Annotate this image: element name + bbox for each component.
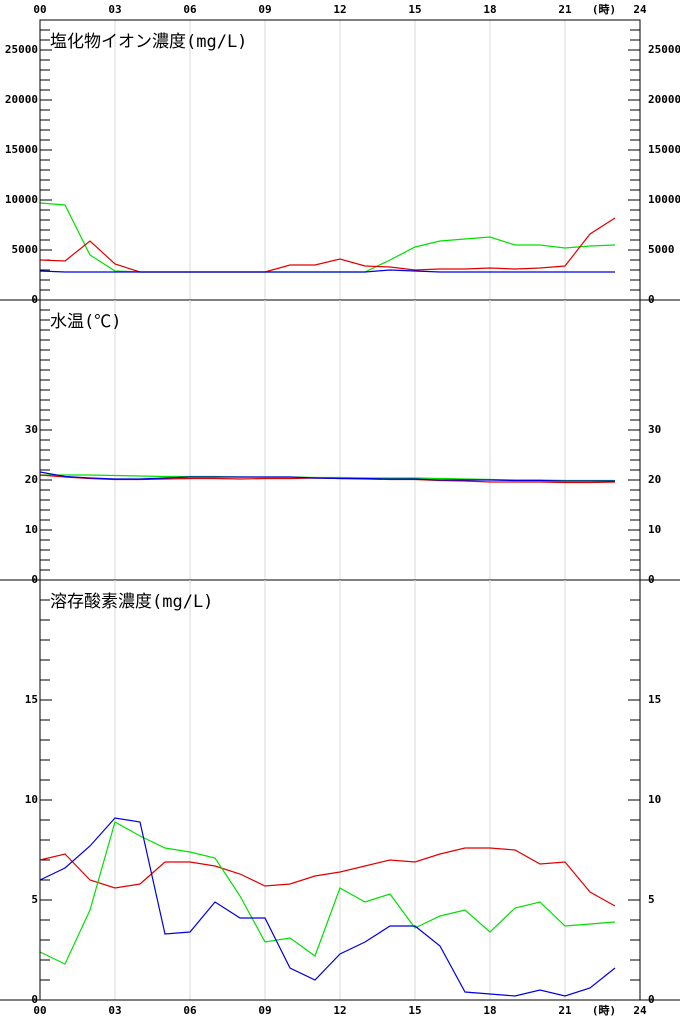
y-tick-label: 10 — [25, 523, 38, 536]
y-tick-label: 10 — [648, 793, 661, 806]
x-tick-label: 06 — [183, 3, 197, 16]
x-tick-label: 06 — [183, 1004, 197, 1017]
x-tick-label: 03 — [108, 3, 121, 16]
x-tick-label: 18 — [483, 1004, 496, 1017]
y-tick-label: 20000 — [5, 93, 38, 106]
y-tick-label: 20 — [25, 473, 38, 486]
x-tick-label: 21 — [558, 3, 572, 16]
x-tick-label: 24 — [633, 1004, 647, 1017]
x-tick-label: 12 — [333, 3, 346, 16]
x-tick-label: 09 — [258, 1004, 271, 1017]
x-tick-label: 09 — [258, 3, 271, 16]
y-tick-label: 10 — [25, 793, 38, 806]
x-tick-label: 03 — [108, 1004, 121, 1017]
y-tick-label: 20000 — [648, 93, 680, 106]
y-tick-label: 30 — [648, 423, 661, 436]
series-line — [39, 471, 615, 482]
x-tick-label: 12 — [333, 1004, 346, 1017]
y-tick-label: 20 — [648, 473, 661, 486]
y-tick-label: 5 — [648, 893, 655, 906]
series-line — [39, 821, 616, 965]
x-tick-label: 00 — [33, 3, 46, 16]
y-tick-label: 5000 — [12, 243, 39, 256]
series-line — [39, 269, 615, 273]
x-tick-label: 00 — [33, 1004, 46, 1017]
x-tick-label: 24 — [633, 3, 647, 16]
y-tick-label: 15000 — [5, 143, 38, 156]
y-tick-label: 15000 — [648, 143, 680, 156]
y-tick-label: 5 — [31, 893, 38, 906]
x-tick-label: 21 — [558, 1004, 572, 1017]
y-tick-label: 10000 — [648, 193, 680, 206]
series-line — [39, 847, 616, 907]
series-line — [39, 217, 616, 273]
y-tick-label: 15 — [648, 693, 661, 706]
x-tick-label: 18 — [483, 3, 496, 16]
y-tick-label: 25000 — [5, 43, 38, 56]
y-tick-label: 5000 — [648, 243, 675, 256]
y-tick-label: 15 — [25, 693, 38, 706]
panel-title: 水温(℃) — [50, 312, 121, 332]
plot-frame — [39, 19, 641, 1001]
y-tick-label: 10 — [648, 523, 661, 536]
x-unit: (時) — [592, 2, 616, 16]
y-tick-label: 10000 — [5, 193, 38, 206]
x-unit: (時) — [592, 1003, 616, 1017]
panel-title: 溶存酸素濃度(mg/L) — [50, 592, 213, 612]
series-line — [39, 817, 616, 997]
y-tick-label: 30 — [25, 423, 38, 436]
x-tick-label: 15 — [408, 3, 421, 16]
y-tick-label: 25000 — [648, 43, 680, 56]
x-tick-label: 15 — [408, 1004, 421, 1017]
panel-title: 塩化物イオン濃度(mg/L) — [50, 32, 247, 52]
